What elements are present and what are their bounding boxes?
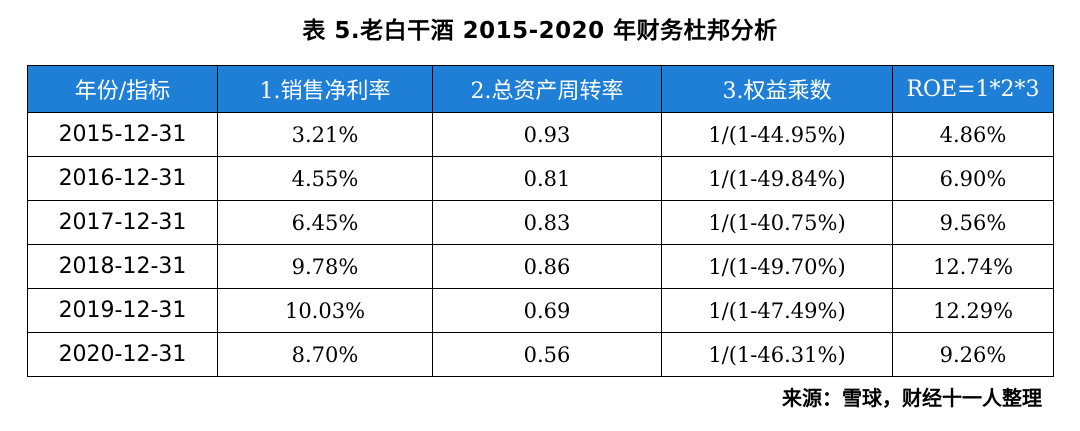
- table-row: 2020-12-31 8.70% 0.56 1/(1-46.31%) 9.26%: [27, 332, 1054, 377]
- cell-equity-multiplier: 1/(1-49.70%): [661, 244, 893, 289]
- table-row: 2016-12-31 4.55% 0.81 1/(1-49.84%) 6.90%: [27, 156, 1054, 201]
- cell-equity-multiplier: 1/(1-49.84%): [661, 156, 893, 201]
- cell-net-profit-margin: 8.70%: [217, 332, 433, 377]
- cell-roe: 12.74%: [892, 244, 1054, 289]
- cell-roe: 4.86%: [892, 112, 1054, 157]
- cell-year: 2019-12-31: [27, 288, 218, 333]
- cell-equity-multiplier: 1/(1-40.75%): [661, 200, 893, 245]
- cell-year: 2017-12-31: [27, 200, 218, 245]
- cell-equity-multiplier: 1/(1-47.49%): [661, 288, 893, 333]
- table-header-row: 年份/指标 1.销售净利率 2.总资产周转率 3.权益乘数 ROE=1*2*3: [27, 65, 1054, 113]
- cell-asset-turnover: 0.56: [432, 332, 662, 377]
- cell-roe: 9.26%: [892, 332, 1054, 377]
- cell-asset-turnover: 0.83: [432, 200, 662, 245]
- header-equity-multiplier: 3.权益乘数: [661, 65, 893, 113]
- cell-asset-turnover: 0.81: [432, 156, 662, 201]
- cell-roe: 12.29%: [892, 288, 1054, 333]
- cell-year: 2015-12-31: [27, 112, 218, 157]
- header-net-profit-margin: 1.销售净利率: [217, 65, 433, 113]
- source-note: 来源：雪球，财经十一人整理: [782, 386, 1042, 410]
- cell-roe: 9.56%: [892, 200, 1054, 245]
- cell-year: 2020-12-31: [27, 332, 218, 377]
- cell-net-profit-margin: 9.78%: [217, 244, 433, 289]
- table-row: 2019-12-31 10.03% 0.69 1/(1-47.49%) 12.2…: [27, 288, 1054, 333]
- header-year-indicator: 年份/指标: [27, 65, 218, 113]
- cell-equity-multiplier: 1/(1-44.95%): [661, 112, 893, 157]
- cell-year: 2018-12-31: [27, 244, 218, 289]
- cell-year: 2016-12-31: [27, 156, 218, 201]
- cell-net-profit-margin: 3.21%: [217, 112, 433, 157]
- header-roe: ROE=1*2*3: [892, 65, 1054, 113]
- table-row: 2015-12-31 3.21% 0.93 1/(1-44.95%) 4.86%: [27, 112, 1054, 157]
- dupont-table: 年份/指标 1.销售净利率 2.总资产周转率 3.权益乘数 ROE=1*2*3 …: [27, 65, 1054, 377]
- header-asset-turnover: 2.总资产周转率: [432, 65, 662, 113]
- cell-net-profit-margin: 4.55%: [217, 156, 433, 201]
- cell-equity-multiplier: 1/(1-46.31%): [661, 332, 893, 377]
- table-title: 表 5.老白干酒 2015-2020 年财务杜邦分析: [302, 18, 778, 44]
- cell-net-profit-margin: 6.45%: [217, 200, 433, 245]
- cell-asset-turnover: 0.69: [432, 288, 662, 333]
- cell-asset-turnover: 0.93: [432, 112, 662, 157]
- table-row: 2017-12-31 6.45% 0.83 1/(1-40.75%) 9.56%: [27, 200, 1054, 245]
- cell-net-profit-margin: 10.03%: [217, 288, 433, 333]
- cell-asset-turnover: 0.86: [432, 244, 662, 289]
- table-row: 2018-12-31 9.78% 0.86 1/(1-49.70%) 12.74…: [27, 244, 1054, 289]
- cell-roe: 6.90%: [892, 156, 1054, 201]
